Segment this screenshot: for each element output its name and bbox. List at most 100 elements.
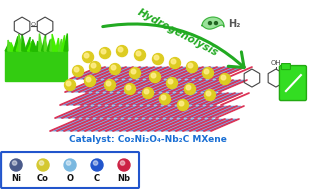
Circle shape <box>220 74 230 84</box>
Circle shape <box>84 53 89 58</box>
Circle shape <box>215 22 217 25</box>
Polygon shape <box>41 35 46 51</box>
Circle shape <box>109 64 121 75</box>
Circle shape <box>135 50 146 60</box>
Text: O: O <box>31 22 36 27</box>
Circle shape <box>64 159 76 171</box>
Polygon shape <box>58 39 62 51</box>
Circle shape <box>91 159 103 171</box>
Circle shape <box>118 159 130 171</box>
Circle shape <box>151 73 156 78</box>
Circle shape <box>82 52 94 63</box>
Polygon shape <box>36 41 40 51</box>
Polygon shape <box>30 42 34 51</box>
Circle shape <box>90 62 100 73</box>
Circle shape <box>10 159 22 171</box>
Circle shape <box>202 67 213 79</box>
Polygon shape <box>44 37 48 51</box>
Polygon shape <box>33 40 37 51</box>
Circle shape <box>111 65 116 70</box>
Text: Hydrogenolysis: Hydrogenolysis <box>136 8 220 59</box>
Circle shape <box>93 161 98 165</box>
Circle shape <box>85 76 95 87</box>
Circle shape <box>204 90 216 101</box>
Circle shape <box>221 75 226 80</box>
Polygon shape <box>13 36 18 51</box>
Circle shape <box>142 88 154 98</box>
Circle shape <box>100 48 110 59</box>
Circle shape <box>65 80 76 91</box>
Polygon shape <box>5 42 9 51</box>
Circle shape <box>66 161 71 165</box>
Circle shape <box>150 72 160 83</box>
Circle shape <box>66 81 71 86</box>
Circle shape <box>154 55 159 60</box>
Circle shape <box>37 159 49 171</box>
Circle shape <box>124 84 136 94</box>
Circle shape <box>39 161 44 165</box>
Text: H₂: H₂ <box>228 19 240 29</box>
Circle shape <box>171 59 176 64</box>
Circle shape <box>178 100 188 111</box>
Circle shape <box>161 95 166 100</box>
Circle shape <box>106 81 111 86</box>
Circle shape <box>72 66 84 77</box>
Circle shape <box>118 47 123 52</box>
Circle shape <box>91 63 96 68</box>
FancyBboxPatch shape <box>1 152 139 188</box>
Text: Ni: Ni <box>11 174 21 183</box>
Circle shape <box>136 51 141 56</box>
Circle shape <box>186 85 191 90</box>
Circle shape <box>86 77 91 82</box>
Circle shape <box>188 63 193 68</box>
FancyBboxPatch shape <box>281 64 290 70</box>
Polygon shape <box>11 42 15 51</box>
Text: O: O <box>67 174 73 183</box>
Polygon shape <box>202 17 224 29</box>
FancyBboxPatch shape <box>279 66 306 101</box>
Polygon shape <box>25 37 30 51</box>
Polygon shape <box>55 38 59 51</box>
Circle shape <box>101 49 106 54</box>
Bar <box>5 51 67 81</box>
Polygon shape <box>22 34 26 51</box>
Polygon shape <box>39 34 43 51</box>
Polygon shape <box>50 119 238 131</box>
Circle shape <box>160 94 170 105</box>
Circle shape <box>74 67 79 72</box>
Circle shape <box>131 69 136 74</box>
Text: C: C <box>94 174 100 183</box>
Text: Nb: Nb <box>118 174 131 183</box>
Polygon shape <box>52 34 57 51</box>
Polygon shape <box>19 34 23 51</box>
Circle shape <box>208 22 211 25</box>
Polygon shape <box>50 39 54 51</box>
Circle shape <box>129 67 141 79</box>
Polygon shape <box>70 67 246 79</box>
Circle shape <box>187 62 197 73</box>
Circle shape <box>120 161 125 165</box>
Text: Co: Co <box>37 174 49 183</box>
Circle shape <box>179 101 184 106</box>
Circle shape <box>169 58 180 69</box>
Circle shape <box>104 80 115 91</box>
Circle shape <box>152 53 164 65</box>
Circle shape <box>184 84 196 94</box>
Polygon shape <box>61 35 65 51</box>
Circle shape <box>206 91 211 96</box>
Text: Catalyst: Co₂Ni₂O₄-Nb₂C MXene: Catalyst: Co₂Ni₂O₄-Nb₂C MXene <box>69 135 227 143</box>
Polygon shape <box>16 39 20 51</box>
Polygon shape <box>64 33 68 51</box>
Polygon shape <box>65 80 245 92</box>
Circle shape <box>12 161 17 165</box>
Polygon shape <box>55 106 241 118</box>
FancyArrowPatch shape <box>103 24 244 67</box>
Circle shape <box>204 69 209 74</box>
Text: OH: OH <box>271 60 281 66</box>
Polygon shape <box>8 40 12 51</box>
Polygon shape <box>60 93 243 105</box>
Circle shape <box>168 79 173 84</box>
Polygon shape <box>27 41 32 51</box>
Circle shape <box>117 46 128 57</box>
Polygon shape <box>47 40 51 51</box>
